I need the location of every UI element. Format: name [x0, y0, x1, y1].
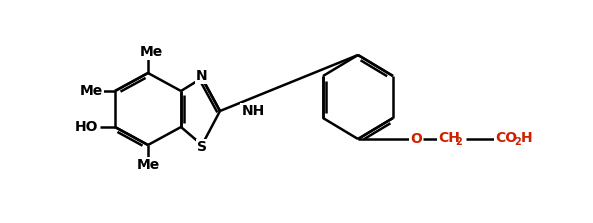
Text: Me: Me [139, 45, 162, 59]
Text: 2: 2 [515, 137, 521, 147]
Text: Me: Me [79, 84, 103, 98]
Text: H: H [521, 131, 533, 145]
Text: O: O [410, 132, 422, 146]
Text: CH: CH [438, 131, 460, 145]
Text: CO: CO [495, 131, 517, 145]
Text: NH: NH [241, 104, 264, 118]
Text: N: N [196, 69, 208, 83]
Text: HO: HO [74, 120, 98, 134]
Text: S: S [197, 140, 207, 154]
Text: 2: 2 [455, 137, 463, 147]
Text: Me: Me [136, 158, 160, 172]
